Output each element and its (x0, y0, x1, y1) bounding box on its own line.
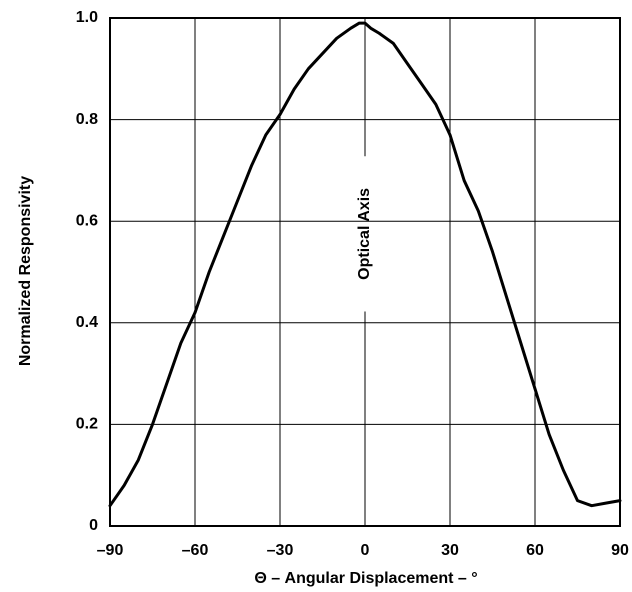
y-tick-label-0: 0 (89, 517, 98, 534)
x-tick-label-5: 60 (526, 542, 544, 559)
y-tick-label-2: 0.4 (76, 314, 98, 331)
plot-frame (109, 17, 621, 527)
x-tick-label-6: 90 (611, 542, 629, 559)
y-tick-label-1: 0.2 (76, 416, 98, 433)
grid-layer (110, 18, 620, 526)
curve-layer (108, 21, 622, 508)
x-tick-label-0: –90 (97, 542, 124, 559)
y-axis-title: Normalized Responsivity (17, 176, 34, 366)
tick-label-layer: –90 –60 –30 0 30 60 90 0 0.2 0.4 0.6 0.8 1.0 (76, 9, 629, 559)
optical-axis-label: Optical Axis (356, 188, 373, 280)
x-axis-title: Θ – Angular Displacement – ° (254, 570, 477, 587)
x-tick-label-2: –30 (267, 542, 294, 559)
x-tick-label-3: 0 (361, 542, 370, 559)
y-tick-label-5: 1.0 (76, 9, 98, 26)
x-tick-label-1: –60 (182, 542, 209, 559)
frame-layer (109, 17, 621, 527)
annotation-layer: Optical Axis (356, 188, 373, 280)
responsivity-curve-0 (108, 21, 622, 508)
x-tick-label-4: 30 (441, 542, 459, 559)
y-tick-label-4: 0.8 (76, 111, 98, 128)
y-tick-label-3: 0.6 (76, 212, 98, 229)
